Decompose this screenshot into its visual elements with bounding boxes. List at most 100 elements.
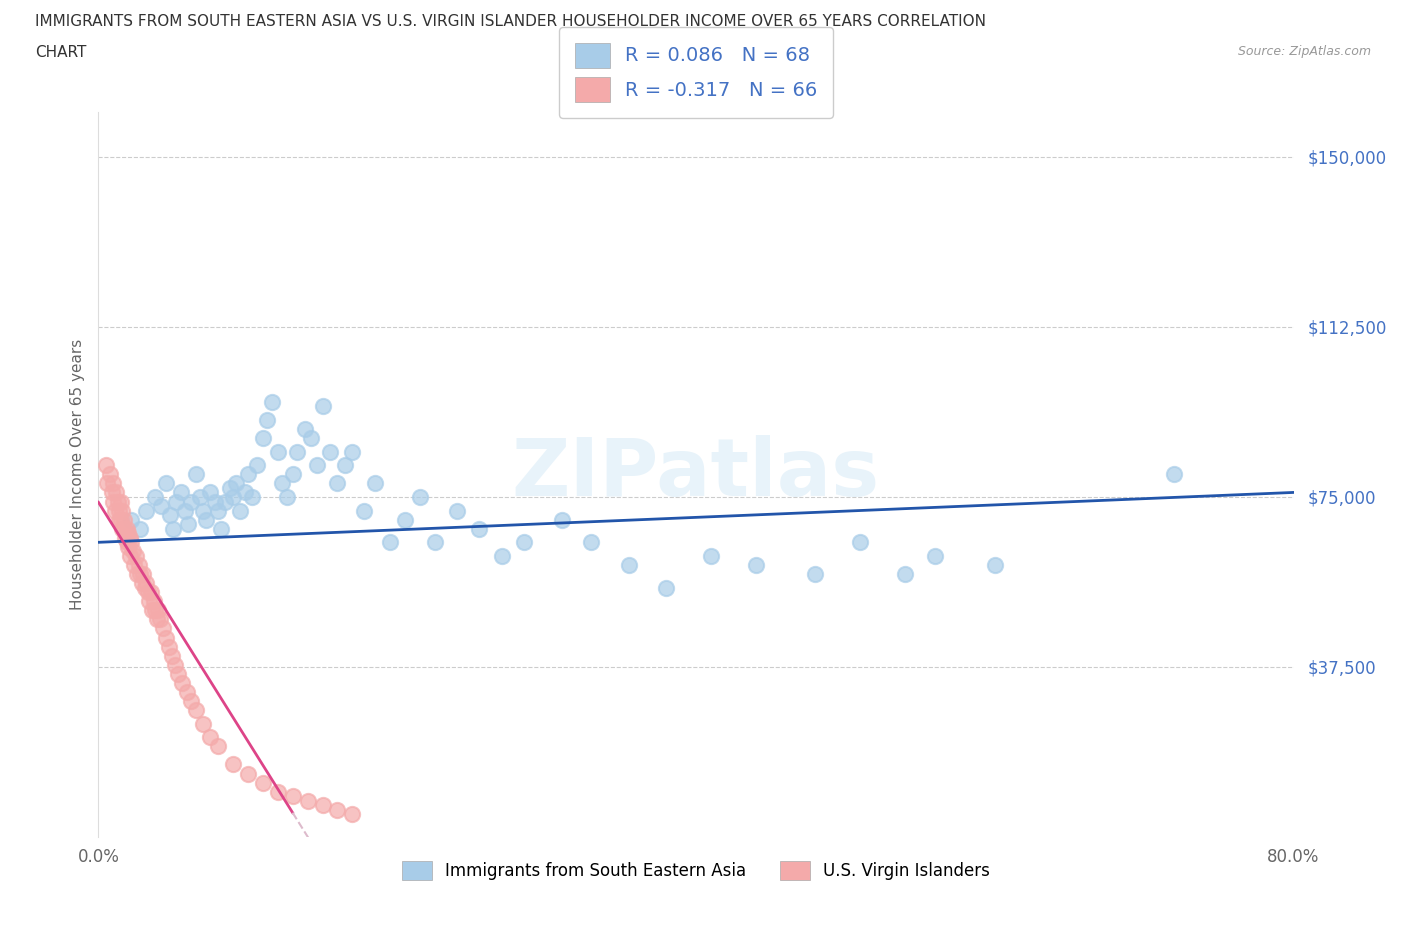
Point xyxy=(136,585,159,600)
Point xyxy=(149,612,172,627)
Point xyxy=(135,576,157,591)
Point xyxy=(423,535,446,550)
Point xyxy=(236,766,259,781)
Point xyxy=(267,445,290,459)
Y-axis label: Householder Income Over 65 years: Householder Income Over 65 years xyxy=(69,339,84,610)
Point xyxy=(353,503,375,518)
Point xyxy=(131,576,153,591)
Point xyxy=(849,535,872,550)
Point xyxy=(117,539,139,554)
Text: Source: ZipAtlas.com: Source: ZipAtlas.com xyxy=(1237,45,1371,58)
Point xyxy=(120,535,142,550)
Point xyxy=(326,476,349,491)
Point xyxy=(145,612,167,627)
Point xyxy=(342,807,364,822)
Point xyxy=(155,476,177,491)
Point xyxy=(118,549,141,564)
Point xyxy=(180,494,202,509)
Point xyxy=(207,503,229,518)
Point xyxy=(195,512,218,527)
Point xyxy=(124,558,146,573)
Point xyxy=(169,485,191,500)
Point xyxy=(117,525,139,540)
Text: CHART: CHART xyxy=(35,45,87,60)
Point xyxy=(148,603,170,618)
Point xyxy=(96,476,118,491)
Point xyxy=(319,445,342,459)
Point xyxy=(180,694,202,709)
Point xyxy=(150,498,173,513)
Point xyxy=(128,558,150,573)
Point xyxy=(276,489,298,504)
Point xyxy=(894,566,917,581)
Point xyxy=(114,530,136,545)
Point xyxy=(281,467,304,482)
Point xyxy=(617,558,640,573)
Point xyxy=(115,535,138,550)
Point xyxy=(408,489,430,504)
Point xyxy=(281,789,304,804)
Point xyxy=(491,549,513,564)
Point xyxy=(550,512,572,527)
Point xyxy=(107,494,129,509)
Point xyxy=(804,566,827,581)
Point xyxy=(1163,467,1185,482)
Point xyxy=(222,757,245,772)
Point xyxy=(129,521,152,536)
Point xyxy=(160,648,183,663)
Point xyxy=(188,489,211,504)
Point xyxy=(214,494,236,509)
Point xyxy=(166,667,188,682)
Point xyxy=(104,503,127,518)
Point xyxy=(129,566,152,581)
Point xyxy=(157,639,180,654)
Point xyxy=(155,631,177,645)
Point xyxy=(191,716,214,731)
Point xyxy=(240,489,263,504)
Point xyxy=(394,512,416,527)
Point xyxy=(236,467,259,482)
Point xyxy=(207,738,229,753)
Point xyxy=(311,798,333,813)
Point xyxy=(219,481,242,496)
Point xyxy=(184,467,207,482)
Point xyxy=(101,485,124,500)
Point xyxy=(297,793,319,808)
Point xyxy=(165,494,187,509)
Point xyxy=(924,549,946,564)
Point xyxy=(112,521,135,536)
Legend: Immigrants from South Eastern Asia, U.S. Virgin Islanders: Immigrants from South Eastern Asia, U.S.… xyxy=(395,854,997,886)
Point xyxy=(246,458,269,472)
Point xyxy=(209,521,232,536)
Point xyxy=(139,585,162,600)
Point xyxy=(110,494,132,509)
Point xyxy=(142,594,165,609)
Point xyxy=(143,489,166,504)
Point xyxy=(176,684,198,699)
Point xyxy=(98,467,122,482)
Point xyxy=(177,517,200,532)
Point xyxy=(134,580,156,595)
Point xyxy=(364,476,387,491)
Text: ZIPatlas: ZIPatlas xyxy=(512,435,880,513)
Point xyxy=(110,512,132,527)
Point xyxy=(655,580,678,595)
Point xyxy=(200,485,222,500)
Point xyxy=(138,594,160,609)
Point xyxy=(222,489,245,504)
Point xyxy=(200,730,222,745)
Point xyxy=(225,476,247,491)
Point xyxy=(745,558,768,573)
Point xyxy=(125,549,148,564)
Point xyxy=(252,776,274,790)
Point xyxy=(299,431,322,445)
Point xyxy=(159,508,181,523)
Point xyxy=(326,803,349,817)
Point xyxy=(513,535,536,550)
Point xyxy=(446,503,468,518)
Point xyxy=(700,549,723,564)
Point xyxy=(229,503,252,518)
Point xyxy=(118,530,141,545)
Point xyxy=(132,566,155,581)
Point xyxy=(333,458,356,472)
